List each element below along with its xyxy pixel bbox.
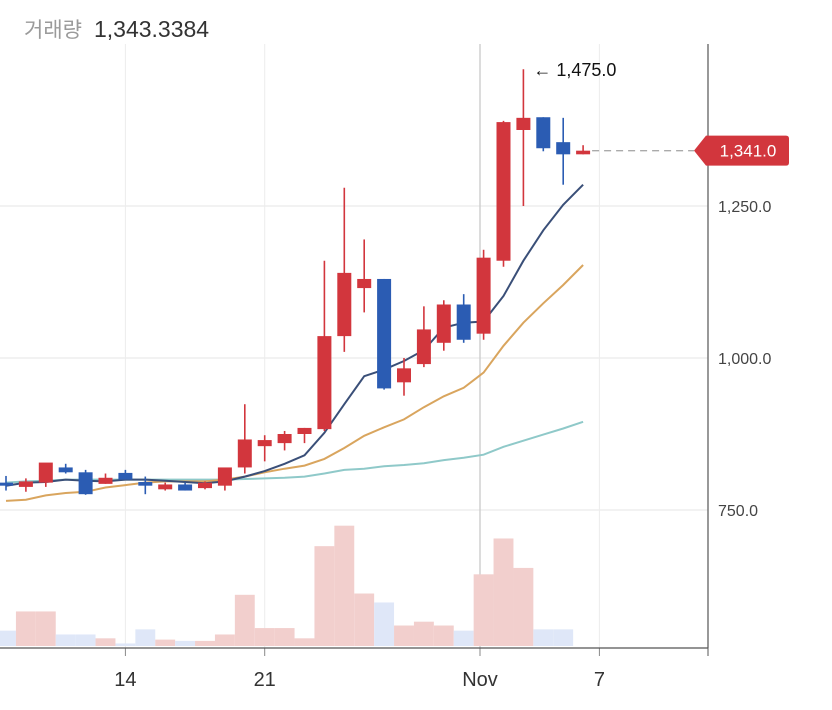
candle-body <box>38 462 53 483</box>
volume-label: 거래량 <box>24 19 82 42</box>
x-tick-label: 7 <box>594 669 605 691</box>
last-price-label: 1,341.0 <box>720 142 777 161</box>
moving-average-mid <box>5 264 584 502</box>
volume-bar <box>234 594 255 646</box>
candle-body <box>377 278 392 389</box>
volume-bar <box>75 634 96 646</box>
x-tick-label: 14 <box>114 669 136 691</box>
candle-body <box>357 278 372 289</box>
candle-body <box>576 150 591 155</box>
candle-body <box>317 336 332 430</box>
x-tick-label: Nov <box>462 669 498 691</box>
candle-body <box>78 472 93 495</box>
candle-body <box>556 142 571 155</box>
volume-bar <box>433 625 454 646</box>
y-tick-label: 1,000.0 <box>718 351 771 368</box>
volume-bar <box>135 629 156 646</box>
volume-bar <box>513 567 534 646</box>
candle-body <box>476 257 491 334</box>
candle-body <box>456 304 471 340</box>
candle-body <box>158 484 173 490</box>
volume-bar <box>15 611 36 646</box>
candle-body <box>178 484 193 491</box>
y-tick-label: 1,250.0 <box>718 199 771 216</box>
volume-bar <box>55 634 76 646</box>
candle-body <box>297 427 312 434</box>
candle-body <box>257 440 272 447</box>
candle-body <box>436 304 451 343</box>
candle-body <box>118 472 133 480</box>
y-tick-label: 750.0 <box>718 503 758 520</box>
volume-bar <box>394 625 414 646</box>
volume-bar <box>214 634 235 646</box>
volume-header: 거래량 1,343.3384 <box>24 14 209 46</box>
candle-body <box>198 482 212 489</box>
candle-body <box>516 117 531 130</box>
candle-body <box>98 477 113 484</box>
candle-body <box>337 272 352 337</box>
volume-bar <box>35 611 56 646</box>
volume-bar <box>473 574 494 646</box>
candle-body <box>58 467 73 473</box>
candle-body <box>416 329 431 365</box>
volume-bar <box>453 630 474 646</box>
volume-bar <box>175 640 196 646</box>
volume-bar <box>0 630 16 646</box>
volume-bar <box>274 628 295 646</box>
candle-body <box>536 117 551 149</box>
volume-bar <box>413 621 434 646</box>
candle-body <box>217 467 232 486</box>
candle-body <box>397 368 411 383</box>
high-price-annotation: ← 1,475.0 <box>533 60 616 80</box>
candle-body <box>277 434 292 444</box>
volume-value: 1,343.3384 <box>93 16 210 42</box>
candle-body <box>0 482 13 486</box>
volume-bar <box>95 638 116 646</box>
volume-bar <box>374 602 395 646</box>
volume-bar <box>254 628 275 646</box>
volume-bar <box>354 593 375 646</box>
candle-body <box>237 439 252 468</box>
volume-bar <box>294 638 315 646</box>
volume-bar <box>533 629 554 646</box>
candle-body <box>138 482 153 486</box>
volume-bar <box>493 538 514 646</box>
last-price-badge <box>694 135 789 166</box>
x-tick-label: 21 <box>254 669 276 691</box>
candle-body <box>496 122 511 261</box>
volume-bar <box>115 643 136 646</box>
volume-bar <box>195 640 215 646</box>
volume-bar <box>314 546 335 646</box>
volume-bar <box>155 639 176 646</box>
volume-bar <box>553 629 574 646</box>
volume-bar <box>334 525 355 646</box>
candle-body <box>18 481 33 487</box>
